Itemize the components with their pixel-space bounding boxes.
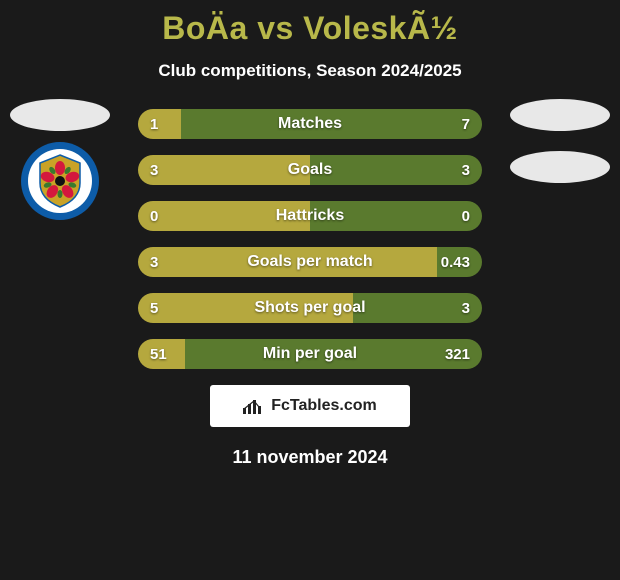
page-root: BoÄa vs VoleskÃ½ Club competitions, Seas… (0, 0, 620, 580)
stat-label: Shots per goal (138, 293, 482, 323)
stat-row: Goals3 3 (138, 155, 482, 185)
avatar-placeholder-left (10, 99, 110, 131)
stat-label: Min per goal (138, 339, 482, 369)
page-title: BoÄa vs VoleskÃ½ (0, 0, 620, 47)
stat-value-left: 5 (150, 293, 158, 323)
fctables-logo-icon (243, 398, 265, 414)
comparison-area: Matches17Goals33Hattricks00Goals per mat… (0, 109, 620, 468)
stat-value-right: 3 (462, 155, 470, 185)
stat-label: Goals per match (138, 247, 482, 277)
stat-value-right: 0 (462, 201, 470, 231)
stat-row: Shots per goal5 3 (138, 293, 482, 323)
stat-label: Hattricks (138, 201, 482, 231)
ruzomberok-badge-icon (20, 141, 100, 221)
stat-value-left: 1 (150, 109, 158, 139)
stat-value-left: 3 (150, 155, 158, 185)
club-badge-left (20, 141, 100, 221)
avatar-placeholder-right-2 (510, 151, 610, 183)
stat-value-right: 7 (462, 109, 470, 139)
stat-value-left: 0 (150, 201, 158, 231)
stat-label: Goals (138, 155, 482, 185)
stat-row: Min per goal51 321 (138, 339, 482, 369)
stat-value-right: 0.43 (441, 247, 470, 277)
footer-date: 11 november 2024 (0, 447, 620, 468)
watermark[interactable]: FcTables.com (210, 385, 410, 427)
stat-row: Goals per match3 0.43 (138, 247, 482, 277)
stat-value-right: 321 (445, 339, 470, 369)
stat-row: Matches1 7 (138, 109, 482, 139)
page-subtitle: Club competitions, Season 2024/2025 (0, 61, 620, 81)
right-player-column (500, 99, 620, 183)
stat-value-left: 51 (150, 339, 167, 369)
stat-value-left: 3 (150, 247, 158, 277)
stat-value-right: 3 (462, 293, 470, 323)
stat-row: Hattricks0 0 (138, 201, 482, 231)
avatar-placeholder-right-1 (510, 99, 610, 131)
stat-bars-container: Matches17Goals33Hattricks00Goals per mat… (138, 109, 482, 369)
left-player-column (0, 99, 120, 221)
stat-label: Matches (138, 109, 482, 139)
watermark-text: FcTables.com (271, 397, 377, 415)
